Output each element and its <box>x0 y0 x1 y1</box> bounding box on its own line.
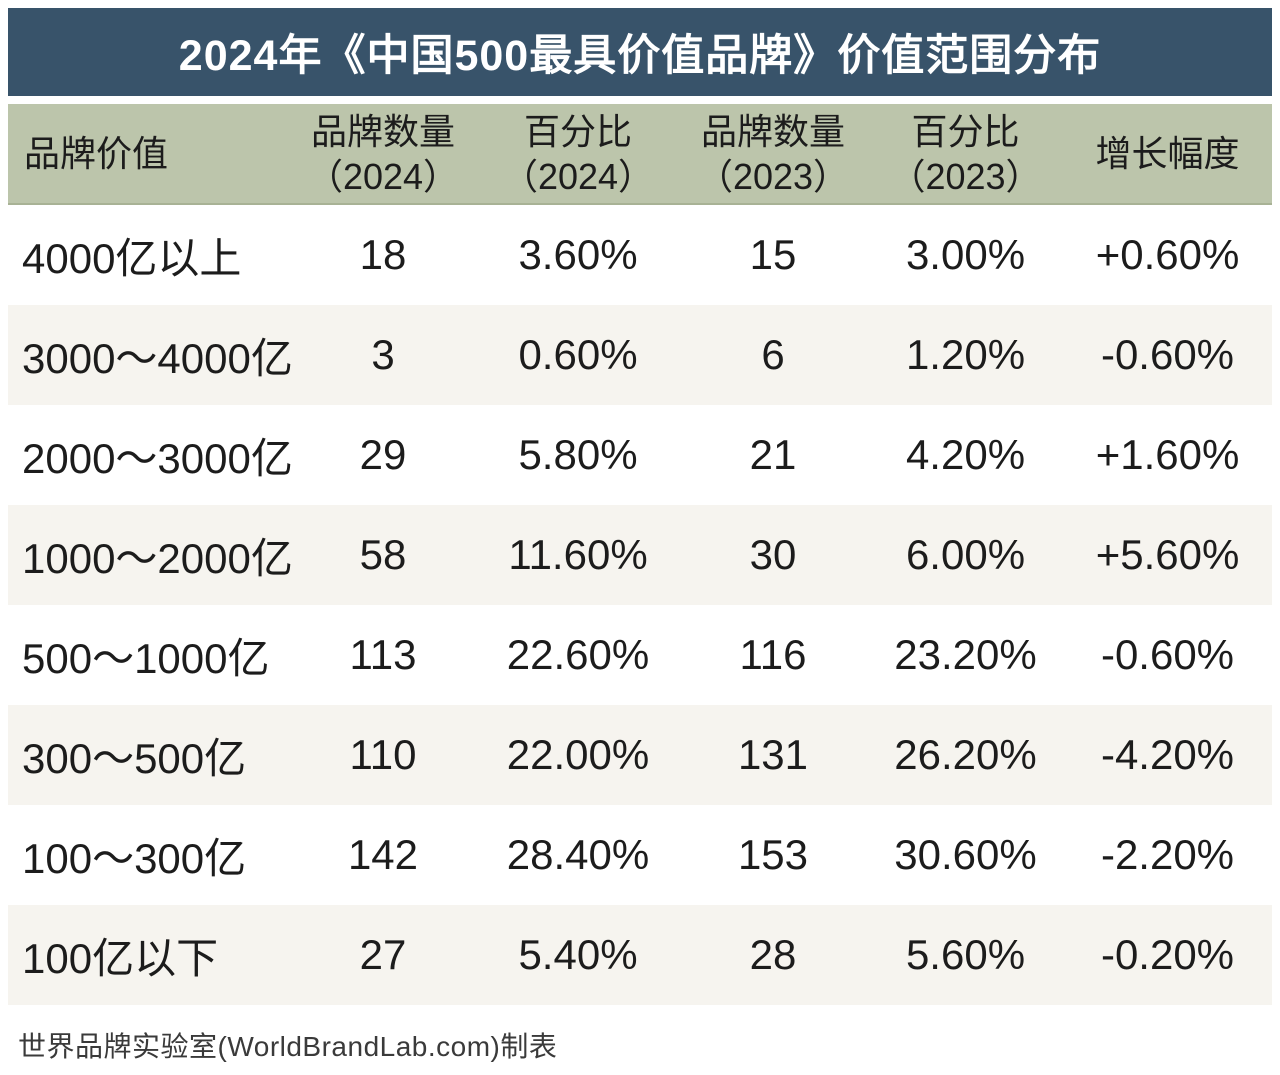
column-header-label: 百分比 <box>911 110 1020 152</box>
value-cell: 29 <box>359 431 407 478</box>
value-cell: 142 <box>347 831 419 878</box>
value-cell: 3.60% <box>518 231 638 278</box>
value-cell: 116 <box>739 631 807 678</box>
title-bar: 2024年《中国500最具价值品牌》价值范围分布 <box>8 8 1272 96</box>
source-credit: 世界品牌实验室(WorldBrandLab.com)制表 <box>18 1031 558 1062</box>
value-cell: 27 <box>359 931 407 978</box>
table-row: 3000～4000亿 3 0.60% 6 1.20% -0.60% <box>8 305 1272 405</box>
table-row: 2000～3000亿 29 5.80% 21 4.20% +1.60% <box>8 405 1272 505</box>
value-cell: 28 <box>749 931 797 978</box>
column-header-2: 百分比 （2024） <box>478 104 678 203</box>
value-cell: +0.60% <box>1095 231 1240 278</box>
row-label-cell: 3000～4000亿 <box>22 334 293 382</box>
column-header-year: （2023） <box>889 155 1042 197</box>
value-cell: 30.60% <box>894 831 1037 878</box>
value-cell: 110 <box>349 731 417 778</box>
column-header-label: 品牌数量 <box>700 110 845 152</box>
value-cell: 58 <box>359 531 407 578</box>
value-cell: 11.60% <box>508 531 648 578</box>
column-header-year: （2024） <box>306 155 460 197</box>
table-row: 4000亿以上 18 3.60% 15 3.00% +0.60% <box>8 205 1272 305</box>
table-body: 4000亿以上 18 3.60% 15 3.00% +0.60% 3000～4000亿 3 0.… <box>8 205 1272 1005</box>
value-cell: -2.20% <box>1100 831 1235 878</box>
value-cell: 28.40% <box>506 831 650 878</box>
row-label-cell: 300～500亿 <box>22 734 247 782</box>
column-header-label: 增长幅度 <box>1095 133 1240 174</box>
row-label-cell: 4000亿以上 <box>22 234 242 282</box>
column-header-label: 品牌数量 <box>310 110 455 152</box>
row-label-cell: 500～1000亿 <box>22 634 270 682</box>
table-row: 100亿以下 27 5.40% 28 5.60% -0.20% <box>8 905 1272 1005</box>
value-cell: 6.00% <box>905 531 1026 578</box>
column-header-3: 品牌数量 （2023） <box>678 104 868 203</box>
value-cell: 131 <box>737 731 809 778</box>
column-header-1: 品牌数量 （2024） <box>288 104 478 203</box>
value-cell: 6 <box>761 331 785 378</box>
column-header-label: 品牌价值 <box>24 133 169 174</box>
row-label-cell: 1000～2000亿 <box>22 534 293 582</box>
value-cell: -4.20% <box>1100 731 1235 778</box>
column-header-label: 百分比 <box>523 110 632 152</box>
value-cell: 18 <box>359 231 407 278</box>
value-cell: 15 <box>749 231 797 278</box>
value-cell: 22.60% <box>506 631 650 678</box>
value-cell: -0.60% <box>1100 331 1235 378</box>
value-cell: -0.20% <box>1100 931 1235 978</box>
value-cell: 22.00% <box>506 731 650 778</box>
value-cell: 30 <box>749 531 797 578</box>
value-cell: +5.60% <box>1095 531 1240 578</box>
table-row: 100～300亿 142 28.40% 153 30.60% -2.20% <box>8 805 1272 905</box>
column-header-year: （2023） <box>696 155 850 197</box>
value-cell: 0.60% <box>518 331 638 378</box>
value-cell: 21 <box>749 431 797 478</box>
table-row: 500～1000亿 113 22.60% 116 23.20% -0.60% <box>8 605 1272 705</box>
value-cell: 4.20% <box>905 431 1026 478</box>
value-cell: 5.40% <box>518 931 638 978</box>
value-cell: 3.00% <box>905 231 1026 278</box>
value-cell: +1.60% <box>1095 431 1240 478</box>
value-cell: -0.60% <box>1100 631 1235 678</box>
page-title: 2024年《中国500最具价值品牌》价值范围分布 <box>178 32 1102 80</box>
value-cell: 153 <box>737 831 809 878</box>
row-label-cell: 2000～3000亿 <box>22 434 293 482</box>
value-cell: 23.20% <box>894 631 1037 678</box>
value-cell: 3 <box>371 331 395 378</box>
value-cell: 5.80% <box>518 431 638 478</box>
table-row: 1000～2000亿 58 11.60% 30 6.00% +5.60% <box>8 505 1272 605</box>
table-header-row: 品牌价值 品牌数量 （2024） 百分比 （2024） 品牌数量 （2023） 百分比 （202… <box>8 104 1272 205</box>
row-label-cell: 100～300亿 <box>22 834 247 882</box>
column-header-4: 百分比 （2023） <box>868 104 1063 203</box>
row-label-cell: 100亿以下 <box>22 934 219 982</box>
column-header-0: 品牌价值 <box>8 104 288 203</box>
value-cell: 26.20% <box>894 731 1037 778</box>
value-cell: 113 <box>349 631 417 678</box>
column-header-5: 增长幅度 <box>1063 104 1272 203</box>
column-header-year: （2024） <box>501 155 655 197</box>
value-cell: 5.60% <box>905 931 1026 978</box>
table-row: 300～500亿 110 22.00% 131 26.20% -4.20% <box>8 705 1272 805</box>
value-cell: 1.20% <box>905 331 1026 378</box>
